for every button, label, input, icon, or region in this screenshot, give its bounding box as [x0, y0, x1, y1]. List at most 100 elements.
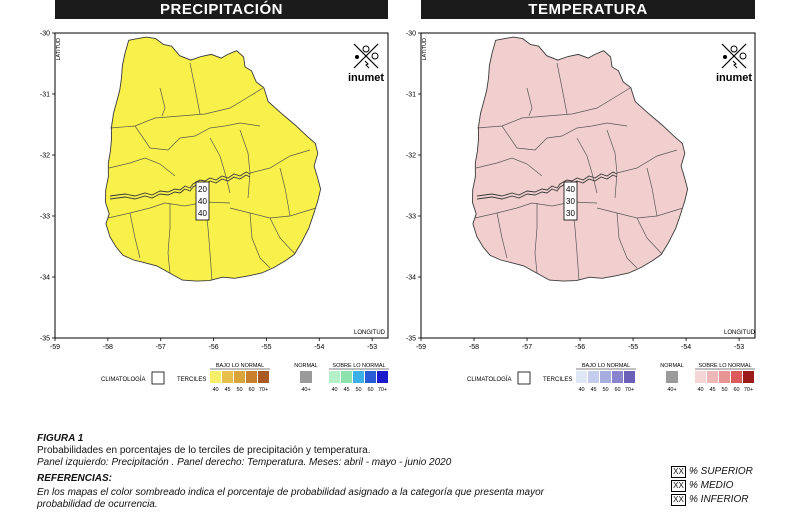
climatologia-box — [151, 371, 165, 385]
caption-line-2: Panel izquierdo: Precipitación . Panel d… — [37, 457, 452, 468]
bajo-swatch — [624, 371, 635, 383]
key-box: XX — [671, 466, 686, 478]
bajo-swatch — [210, 371, 221, 383]
lon-tick-label: -55 — [628, 344, 638, 351]
bajo-swatch — [600, 371, 611, 383]
lon-tick-label: -56 — [575, 344, 585, 351]
sobre-swatch — [353, 371, 364, 383]
lat-tick-label: -33 — [406, 214, 416, 221]
lat-axis-label: LATITUD — [422, 38, 428, 61]
tercile-inferior: 40 — [198, 209, 207, 218]
lat-tick-label: -30 — [40, 31, 50, 38]
map-frame — [420, 32, 756, 339]
lat-tick-label: -34 — [406, 275, 416, 282]
sobre-scale-label: 60 — [367, 387, 373, 393]
bajo-normal-label: BAJO LO NORMAL — [582, 363, 630, 369]
sobre-scale-label: 50 — [721, 387, 727, 393]
normal-scale-label: 40+ — [667, 387, 676, 393]
lon-tick-label: -55 — [261, 344, 271, 351]
sobre-swatch — [377, 371, 388, 383]
map-frame — [54, 32, 389, 339]
lat-tick-label: -35 — [406, 336, 416, 343]
lon-tick-label: -57 — [156, 344, 166, 351]
climatologia-box — [517, 371, 531, 385]
lon-tick-label: -53 — [367, 344, 377, 351]
sobre-swatch — [719, 371, 730, 383]
normal-label: NORMAL — [294, 363, 318, 369]
bajo-swatch — [576, 371, 587, 383]
bajo-scale-label: 50 — [602, 387, 608, 393]
tercile-superior: 20 — [198, 185, 207, 194]
normal-scale-label: 40+ — [301, 387, 310, 393]
key-box: XX — [671, 480, 686, 492]
bajo-normal-label: BAJO LO NORMAL — [216, 363, 264, 369]
lon-tick-label: -59 — [50, 344, 60, 351]
key-medio: XX% MEDIO — [671, 480, 733, 492]
inumet-logo: inumet — [348, 43, 384, 84]
tercile-medio: 30 — [566, 197, 575, 206]
caption-line-1: Probabilidades en porcentajes de lo terc… — [37, 445, 371, 456]
inumet-brand: inumet — [716, 72, 752, 84]
lat-tick-label: -31 — [406, 92, 416, 99]
lat-tick-label: -32 — [40, 153, 50, 160]
bajo-swatch — [258, 371, 269, 383]
bajo-scale-label: 45 — [224, 387, 230, 393]
lat-tick-label: -34 — [40, 275, 50, 282]
key-box: XX — [671, 494, 686, 506]
terciles-label: TERCILES — [177, 377, 206, 383]
figure-label: FIGURA 1 — [37, 433, 84, 444]
sobre-swatch — [695, 371, 706, 383]
bajo-scale-label: 40 — [212, 387, 218, 393]
lat-tick-label: -33 — [40, 214, 50, 221]
sobre-scale-label: 40 — [331, 387, 337, 393]
temperature-panel: LATITUD LONGITUD 40 30 30 inumet — [420, 32, 756, 339]
uruguay-map — [105, 36, 322, 282]
lat-tick-label: -35 — [40, 336, 50, 343]
tercile-superior: 40 — [566, 185, 575, 194]
sobre-scale-label: 45 — [709, 387, 715, 393]
key-inferior-label: % INFERIOR — [689, 494, 749, 505]
bajo-scale-label: 45 — [590, 387, 596, 393]
lon-tick-label: -53 — [734, 344, 744, 351]
bajo-scale-label: 60 — [248, 387, 254, 393]
sobre-scale-label: 70+ — [744, 387, 753, 393]
sobre-swatch — [341, 371, 352, 383]
sobre-swatch — [707, 371, 718, 383]
tercile-inferior: 30 — [566, 209, 575, 218]
bajo-scale-label: 50 — [236, 387, 242, 393]
reference-line-2: probabilidad de ocurrencia. — [37, 499, 158, 510]
bajo-swatch — [222, 371, 233, 383]
tercile-box — [195, 181, 210, 221]
lon-tick-label: -57 — [522, 344, 532, 351]
climatologia-label: CLIMATOLOGÍA — [467, 376, 511, 383]
climatologia-label: CLIMATOLOGÍA — [101, 376, 145, 383]
inumet-brand: inumet — [348, 72, 384, 84]
lon-tick-label: -58 — [103, 344, 113, 351]
bajo-swatch — [612, 371, 623, 383]
lon-tick-label: -54 — [681, 344, 691, 351]
inumet-logo: inumet — [716, 43, 752, 84]
normal-swatch — [666, 371, 678, 383]
key-superior: XX% SUPERIOR — [671, 466, 753, 478]
sobre-scale-label: 40 — [697, 387, 703, 393]
sobre-swatch — [743, 371, 754, 383]
bajo-scale-label: 70+ — [259, 387, 268, 393]
sobre-scale-label: 70+ — [378, 387, 387, 393]
lon-axis-label: LONGITUD — [354, 330, 386, 336]
reference-line-1: En los mapas el color sombreado indica e… — [37, 487, 544, 498]
key-medio-label: % MEDIO — [689, 480, 734, 491]
sobre-swatch — [731, 371, 742, 383]
normal-swatch — [300, 371, 312, 383]
lon-tick-label: -54 — [314, 344, 324, 351]
bajo-scale-label: 70+ — [625, 387, 634, 393]
lon-tick-label: -59 — [416, 344, 426, 351]
precipitation-panel: LATITUD LONGITUD 20 40 40 inumet — [54, 32, 389, 339]
sobre-scale-label: 60 — [733, 387, 739, 393]
key-superior-label: % SUPERIOR — [689, 466, 753, 477]
precipitation-title: PRECIPITACIÓN — [55, 0, 388, 19]
normal-label: NORMAL — [660, 363, 684, 369]
lon-axis-label: LONGITUD — [724, 330, 756, 336]
bajo-scale-label: 40 — [578, 387, 584, 393]
key-inferior: XX% INFERIOR — [671, 494, 748, 506]
sobre-scale-label: 50 — [355, 387, 361, 393]
